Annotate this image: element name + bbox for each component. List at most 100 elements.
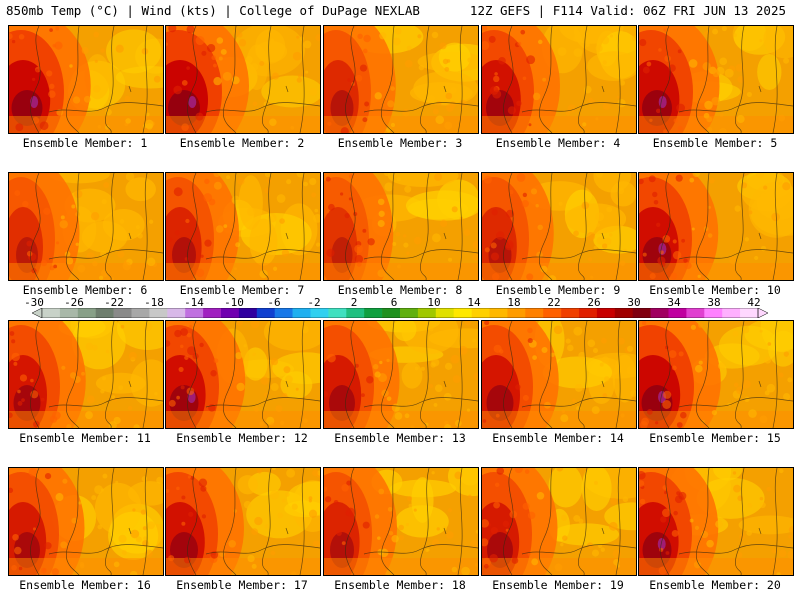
temperature-field-map <box>9 321 163 428</box>
ensemble-member-label: Ensemble Member: 19 <box>492 578 624 592</box>
map-title: 850mb Temp (°C) | Wind (kts) | College o… <box>6 3 420 18</box>
colorbar-swatch <box>328 308 347 318</box>
model-valid-time: 12Z GEFS | F114 Valid: 06Z FRI JUN 13 20… <box>469 3 786 18</box>
colorbar-swatch <box>740 308 759 318</box>
colorbar-tick-label: 10 <box>427 296 441 309</box>
colorbar-swatch <box>471 308 490 318</box>
colorbar-tick-label: -26 <box>64 296 84 309</box>
ensemble-member-label: Ensemble Member: 20 <box>649 578 781 592</box>
ensemble-map-panel <box>323 172 479 281</box>
colorbar-swatch <box>203 308 222 318</box>
ensemble-member-label: Ensemble Member: 5 <box>652 136 778 150</box>
ensemble-member-label: Ensemble Member: 3 <box>337 136 463 150</box>
ensemble-map-panel <box>481 25 637 134</box>
temperature-field-map <box>9 173 163 280</box>
colorbar-swatch <box>489 308 508 318</box>
colorbar-tick-label: 38 <box>707 296 721 309</box>
colorbar-swatch <box>686 308 705 318</box>
colorbar-tick-label: -14 <box>184 296 204 309</box>
colorbar-swatch <box>382 308 401 318</box>
ensemble-map-panel <box>323 25 479 134</box>
ensemble-map-panel <box>481 320 637 429</box>
ensemble-member-label: Ensemble Member: 15 <box>649 431 781 445</box>
ensemble-member-label: Ensemble Member: 12 <box>176 431 308 445</box>
ensemble-member-label: Ensemble Member: 7 <box>179 283 305 297</box>
temperature-field-map <box>324 173 478 280</box>
colorbar-tick-label: -30 <box>24 296 44 309</box>
colorbar-swatch <box>453 308 472 318</box>
colorbar-tick-label: -22 <box>104 296 124 309</box>
colorbar-swatch <box>704 308 723 318</box>
temperature-field-map <box>639 26 793 133</box>
ensemble-member-label: Ensemble Member: 4 <box>495 136 621 150</box>
colorbar-swatch <box>59 308 79 318</box>
colorbar-tick-label: -18 <box>144 296 164 309</box>
colorbar-swatch <box>310 308 329 318</box>
colorbar-swatch <box>221 308 240 318</box>
temperature-field-map <box>324 321 478 428</box>
colorbar-tick-label: 42 <box>747 296 761 309</box>
colorbar-swatch <box>543 308 562 318</box>
colorbar-swatch <box>722 308 741 318</box>
temperature-field-map <box>639 173 793 280</box>
colorbar-swatch <box>435 308 454 318</box>
colorbar-swatch <box>632 308 651 318</box>
colorbar-tick-label: 30 <box>627 296 641 309</box>
colorbar-swatch <box>525 308 544 318</box>
colorbar-swatch <box>561 308 580 318</box>
temperature-field-map <box>482 26 636 133</box>
colorbar-tick-label: 34 <box>667 296 681 309</box>
colorbar-swatch <box>256 308 275 318</box>
colorbar-swatch <box>650 308 669 318</box>
ensemble-map-panel <box>165 467 321 576</box>
ensemble-map-panel <box>481 467 637 576</box>
colorbar-tick-label: 22 <box>547 296 561 309</box>
ensemble-map-panel <box>165 25 321 134</box>
colorbar-swatch <box>238 308 258 318</box>
temperature-field-map <box>9 26 163 133</box>
colorbar-tick-label: -2 <box>307 296 321 309</box>
colorbar-swatch <box>42 308 61 318</box>
ensemble-map-panel <box>8 172 164 281</box>
temperature-field-map <box>482 173 636 280</box>
ensemble-member-label: Ensemble Member: 13 <box>334 431 466 445</box>
colorbar-swatch <box>507 308 526 318</box>
ensemble-member-label: Ensemble Member: 6 <box>22 283 148 297</box>
colorbar-tick-label: 26 <box>587 296 601 309</box>
ensemble-map-panel <box>323 467 479 576</box>
ensemble-map-panel <box>8 25 164 134</box>
temperature-field-map <box>482 468 636 575</box>
colorbar-tick-label: 2 <box>350 296 358 309</box>
ensemble-member-label: Ensemble Member: 10 <box>649 283 781 297</box>
colorbar-swatch <box>167 308 186 318</box>
ensemble-map-panel <box>638 467 794 576</box>
colorbar-swatch <box>274 308 293 318</box>
ensemble-member-label: Ensemble Member: 17 <box>176 578 308 592</box>
ensemble-member-label: Ensemble Member: 2 <box>179 136 305 150</box>
temperature-field-map <box>166 321 320 428</box>
colorbar-tick-label: 6 <box>390 296 398 309</box>
colorbar-swatch <box>95 308 114 318</box>
colorbar-swatch <box>292 308 311 318</box>
ensemble-member-label: Ensemble Member: 16 <box>19 578 151 592</box>
colorbar-tick-label: -10 <box>224 296 244 309</box>
colorbar-swatch <box>364 308 383 318</box>
ensemble-member-label: Ensemble Member: 1 <box>22 136 148 150</box>
colorbar-swatch <box>77 308 96 318</box>
colorbar-swatch <box>185 308 204 318</box>
colorbar-tick-label: 18 <box>507 296 521 309</box>
temperature-field-map <box>166 173 320 280</box>
colorbar-tick-label: 14 <box>467 296 481 309</box>
ensemble-member-label: Ensemble Member: 8 <box>337 283 463 297</box>
temperature-field-map <box>639 321 793 428</box>
ensemble-member-label: Ensemble Member: 11 <box>19 431 151 445</box>
colorbar-swatch <box>346 308 365 318</box>
colorbar-swatch <box>668 308 687 318</box>
temperature-field-map <box>482 321 636 428</box>
colorbar-swatch <box>579 308 598 318</box>
ensemble-member-label: Ensemble Member: 14 <box>492 431 624 445</box>
colorbar-swatch <box>149 308 168 318</box>
colorbar-swatch <box>113 308 132 318</box>
ensemble-map-panel <box>165 320 321 429</box>
ensemble-member-label: Ensemble Member: 9 <box>495 283 621 297</box>
